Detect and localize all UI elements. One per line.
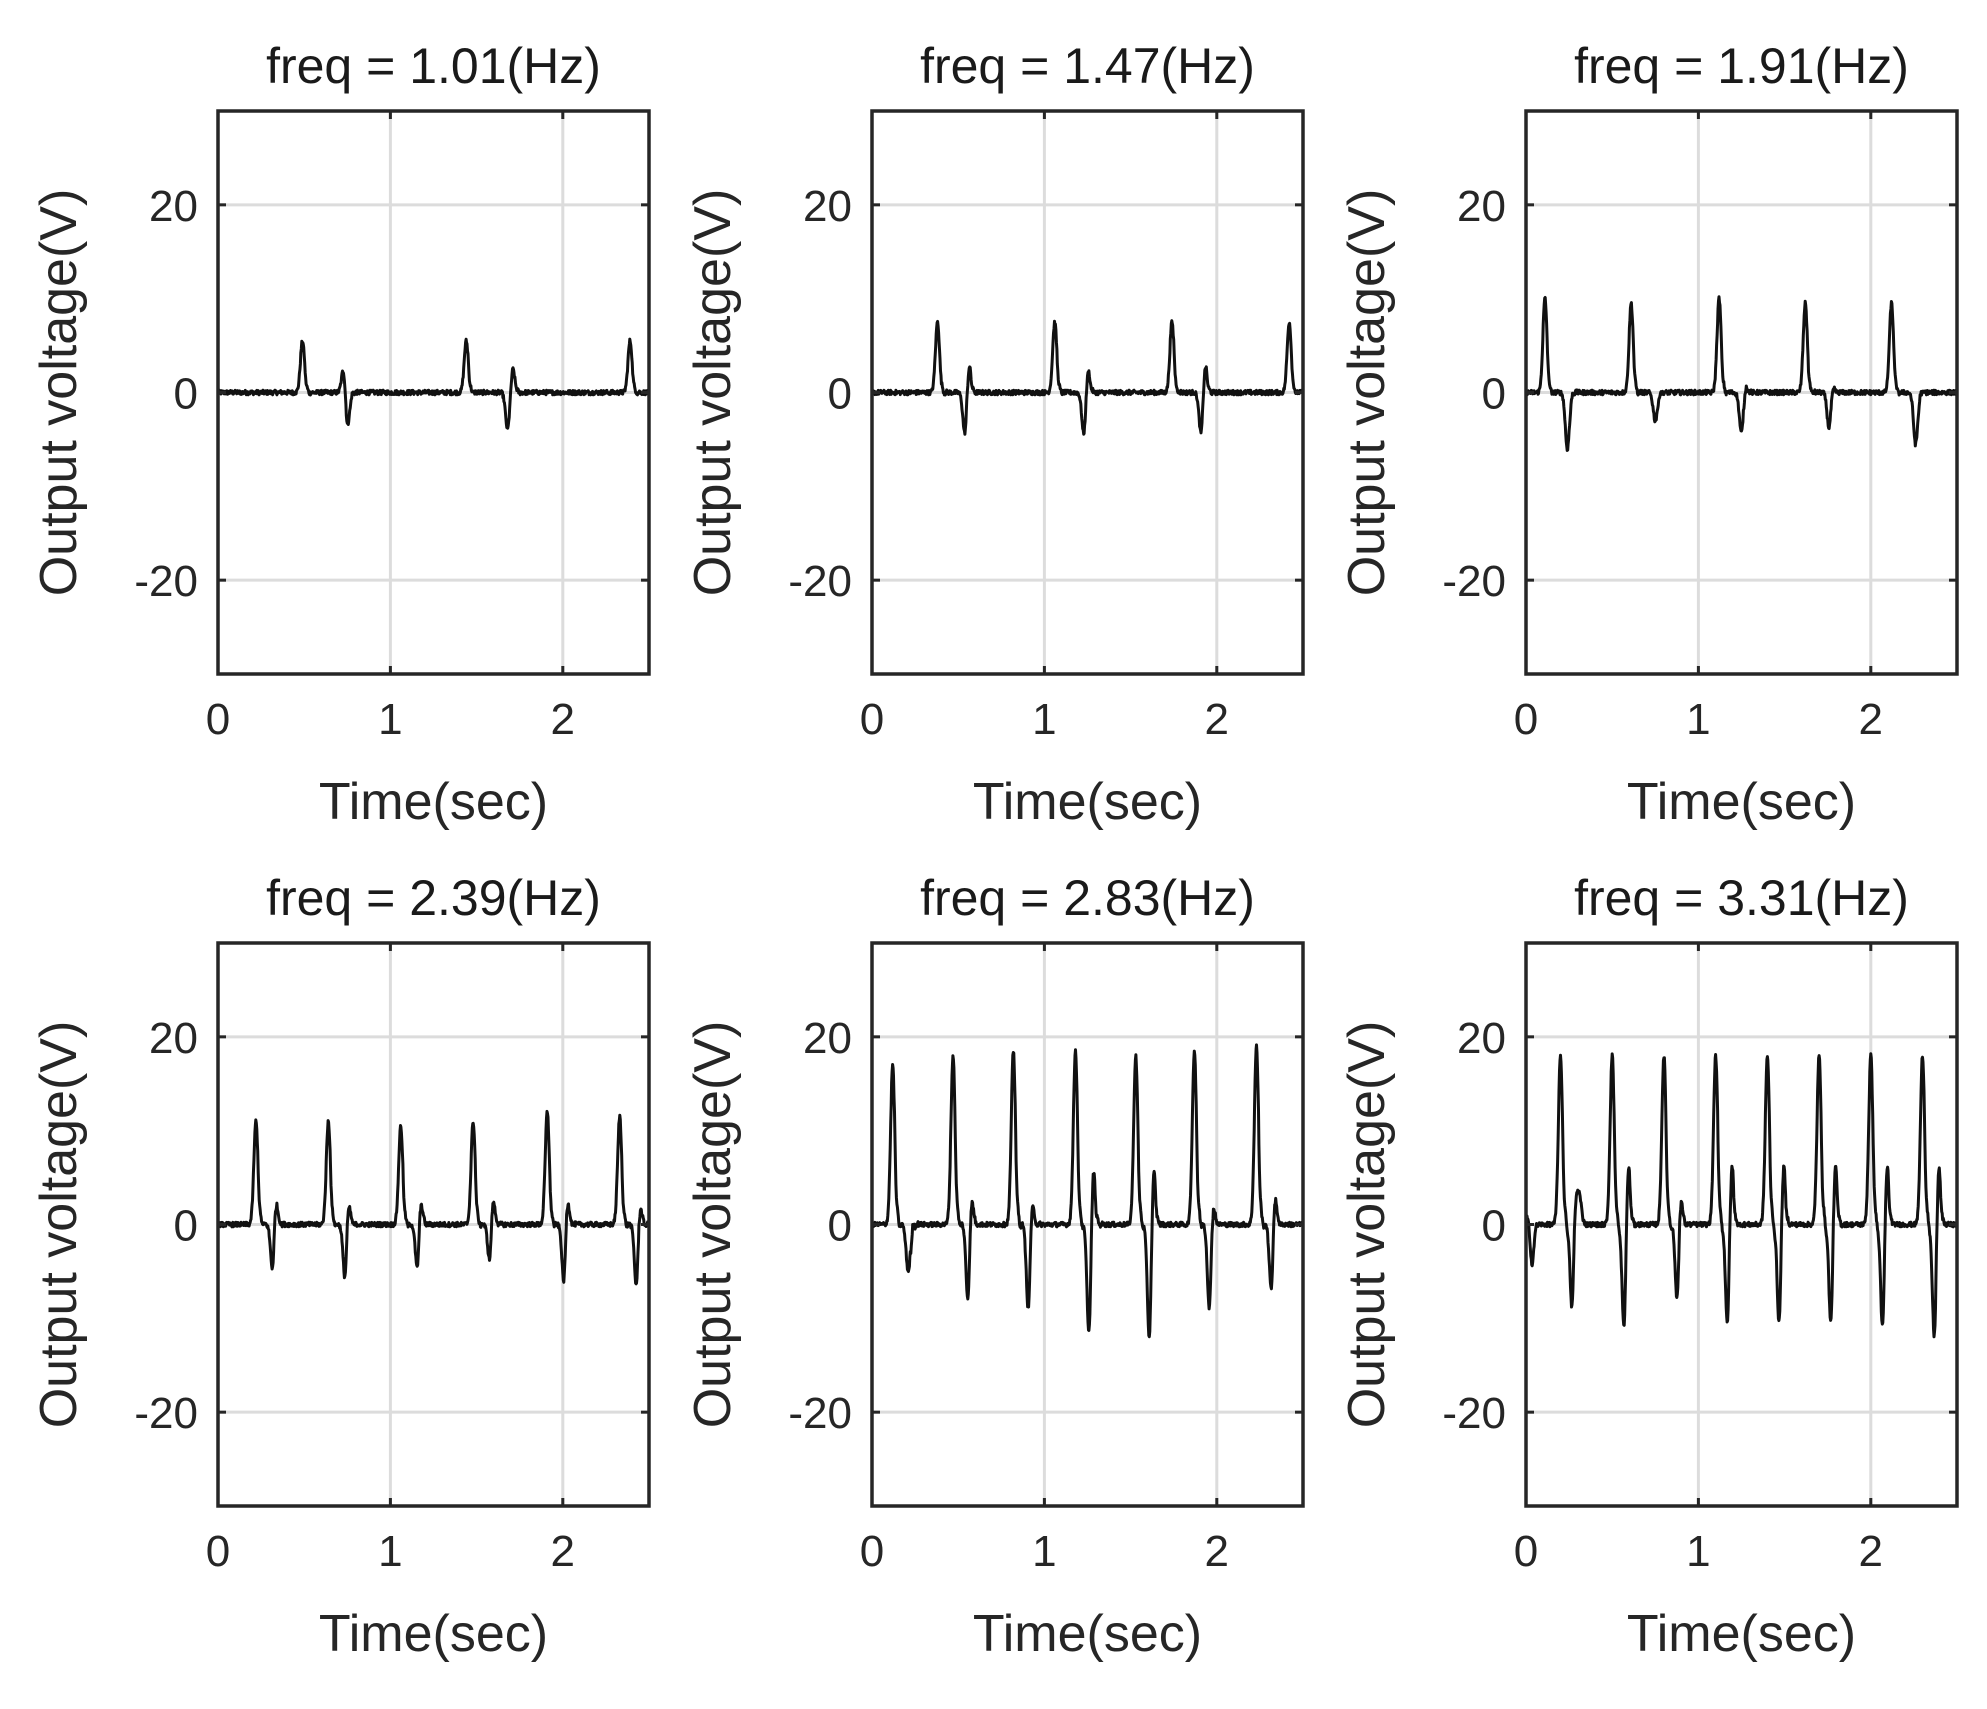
y-tick-label: -20	[1442, 1389, 1506, 1438]
y-tick-label: 0	[828, 1202, 852, 1251]
y-tick-label: 0	[828, 370, 852, 419]
y-tick-label: -20	[134, 1389, 198, 1438]
subplot-2: 0 1 2 -20 0 20 freq = 1.47(Hz) Time(sec) Output …	[684, 38, 1305, 831]
subplot-3: 0 1 2 -20 0 20 freq = 1.91(Hz) Time(sec) Output …	[1338, 38, 1959, 831]
y-axis-label: Output voltage(V)	[30, 1021, 88, 1429]
y-tick-label: 20	[803, 182, 852, 231]
signal-trace	[870, 1043, 1305, 1339]
y-tick-label: 0	[174, 1202, 198, 1251]
x-tick-label: 0	[206, 1527, 230, 1576]
y-tick-label: 0	[1482, 370, 1506, 419]
y-tick-label: 0	[174, 370, 198, 419]
subplot-title: freq = 2.39(Hz)	[266, 870, 601, 926]
x-tick-label: 1	[378, 695, 402, 744]
y-tick-label: 0	[1482, 1202, 1506, 1251]
x-axis-label: Time(sec)	[973, 1605, 1202, 1663]
y-tick-label: 20	[149, 1014, 198, 1063]
x-axis-label: Time(sec)	[319, 1605, 548, 1663]
y-tick-label: 20	[149, 182, 198, 231]
subplot-6: 0 1 2 -20 0 20 freq = 3.31(Hz) Time(sec) Output …	[1338, 870, 1959, 1663]
x-tick-label: 0	[860, 1527, 884, 1576]
subplot-title: freq = 2.83(Hz)	[920, 870, 1255, 926]
subplot-title: freq = 1.01(Hz)	[266, 38, 601, 94]
subplot-title: freq = 1.91(Hz)	[1574, 38, 1909, 94]
y-axis-label: Output voltage(V)	[30, 189, 88, 597]
x-tick-label: 1	[1032, 1527, 1056, 1576]
y-tick-label: 20	[803, 1014, 852, 1063]
signal-trace	[1524, 1052, 1959, 1339]
x-tick-label: 1	[1686, 695, 1710, 744]
x-tick-label: 2	[1859, 695, 1883, 744]
x-tick-label: 1	[1032, 695, 1056, 744]
y-tick-label: 20	[1457, 182, 1506, 231]
x-axis-label: Time(sec)	[1627, 1605, 1856, 1663]
subplot-4: 0 1 2 -20 0 20 freq = 2.39(Hz) Time(sec) Output …	[30, 870, 651, 1663]
x-tick-label: 1	[1686, 1527, 1710, 1576]
x-tick-label: 0	[1514, 1527, 1538, 1576]
y-axis-label: Output voltage(V)	[684, 189, 742, 597]
subplot-5: 0 1 2 -20 0 20 freq = 2.83(Hz) Time(sec) Output …	[684, 870, 1305, 1663]
signal-trace	[1525, 295, 1958, 452]
x-axis-label: Time(sec)	[319, 773, 548, 831]
x-tick-label: 1	[378, 1527, 402, 1576]
x-axis-label: Time(sec)	[973, 773, 1202, 831]
y-tick-label: -20	[1442, 557, 1506, 606]
y-axis-label: Output voltage(V)	[1338, 1021, 1396, 1429]
x-tick-label: 0	[860, 695, 884, 744]
x-tick-label: 2	[1205, 695, 1229, 744]
y-axis-label: Output voltage(V)	[1338, 189, 1396, 597]
y-tick-label: -20	[788, 1389, 852, 1438]
x-tick-label: 2	[551, 695, 575, 744]
subplot-title: freq = 3.31(Hz)	[1574, 870, 1909, 926]
subplot-1: 0 1 2 -20 0 20 freq = 1.01(Hz) Time(sec) Output …	[30, 38, 651, 831]
y-tick-label: 20	[1457, 1014, 1506, 1063]
x-tick-label: 0	[1514, 695, 1538, 744]
y-axis-label: Output voltage(V)	[684, 1021, 742, 1429]
x-tick-label: 0	[206, 695, 230, 744]
x-tick-label: 2	[551, 1527, 575, 1576]
x-tick-label: 2	[1859, 1527, 1883, 1576]
x-axis-label: Time(sec)	[1627, 773, 1856, 831]
y-tick-label: -20	[788, 557, 852, 606]
signal-trace	[216, 1109, 651, 1286]
subplot-title: freq = 1.47(Hz)	[920, 38, 1255, 94]
y-tick-label: -20	[134, 557, 198, 606]
signal-trace	[870, 319, 1305, 436]
x-tick-label: 2	[1205, 1527, 1229, 1576]
signal-trace	[216, 337, 651, 430]
